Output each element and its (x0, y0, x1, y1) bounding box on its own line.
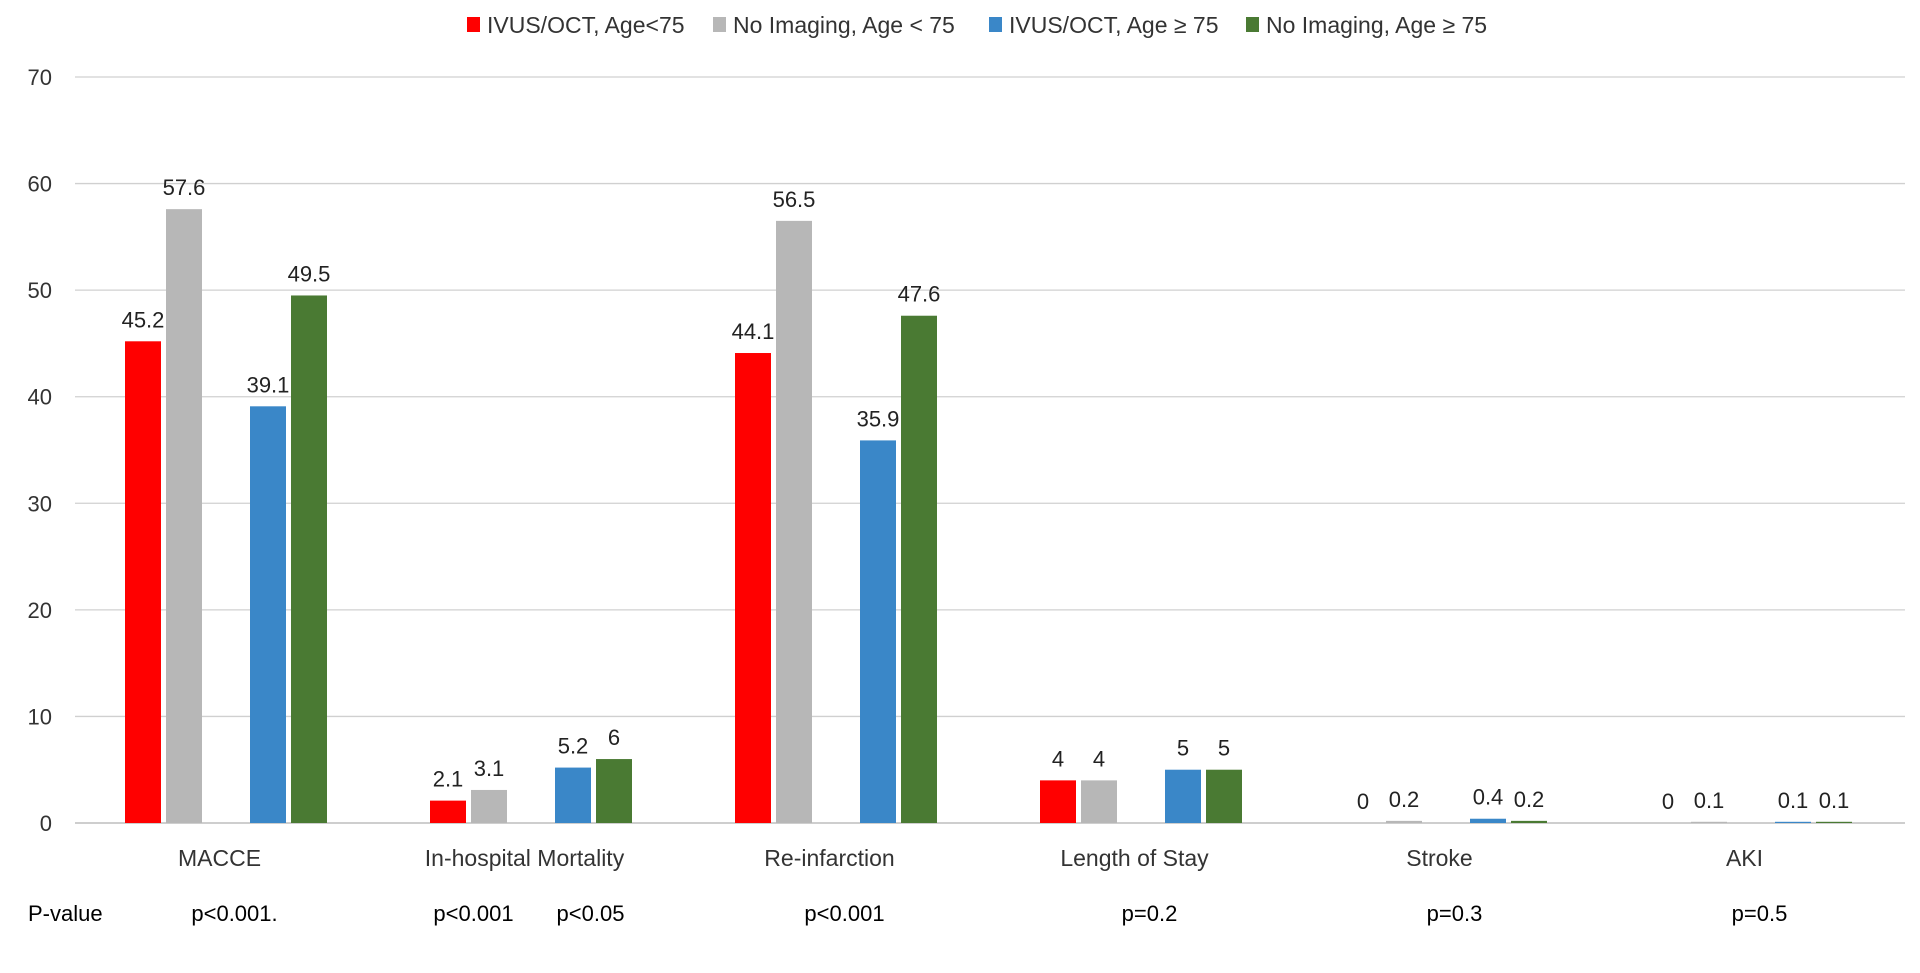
bar-length-of-stay-s3 (1165, 769, 1201, 823)
bar-in-hospital-mortality-s2 (471, 789, 507, 823)
data-label: 6 (608, 725, 620, 750)
data-label: 49.5 (288, 261, 331, 286)
gridlines (75, 76, 1905, 824)
bar-re-infarction-s3 (860, 440, 896, 823)
bar-macce-s4 (291, 295, 327, 823)
p-value-stroke: p=0.3 (1427, 901, 1483, 926)
y-tick-label: 0 (40, 811, 52, 836)
p-value-aki: p=0.5 (1732, 901, 1788, 926)
legend-label: No Imaging, Age ≥ 75 (1266, 12, 1487, 38)
x-category-label: Re-infarction (764, 845, 894, 871)
p-value-length-of-stay: p=0.2 (1122, 901, 1178, 926)
bar-re-infarction-s2 (776, 220, 812, 823)
bar-in-hospital-mortality-s4 (596, 759, 632, 823)
bar-aki-s3 (1775, 821, 1811, 823)
p-value-re-infarction: p<0.001 (804, 901, 884, 926)
bar-stroke-s4 (1511, 820, 1547, 823)
legend-label: IVUS/OCT, Age<75 (487, 12, 685, 38)
data-label: 4 (1093, 746, 1105, 771)
bar-macce-s1 (125, 341, 161, 823)
x-category-label: Length of Stay (1060, 845, 1209, 871)
bar-macce-s2 (166, 209, 202, 824)
data-label: 5.2 (558, 734, 589, 759)
data-label: 44.1 (732, 319, 775, 344)
data-label: 0.4 (1473, 785, 1504, 810)
data-label: 4 (1052, 746, 1064, 771)
data-label: 47.6 (898, 282, 941, 307)
legend-label: No Imaging, Age < 75 (733, 12, 955, 38)
y-tick-label: 10 (28, 704, 52, 729)
y-tick-label: 40 (28, 385, 52, 410)
x-category-label: In-hospital Mortality (425, 845, 625, 871)
bar-stroke-s2 (1386, 820, 1422, 823)
y-axis-ticks: 0 10 20 30 40 50 60 70 (28, 65, 52, 836)
bar-in-hospital-mortality-s1 (430, 800, 466, 823)
x-category-label: MACCE (178, 845, 261, 871)
x-axis-categories: MACCE In-hospital Mortality Re-infarction L… (178, 845, 1763, 871)
data-label: 56.5 (773, 187, 816, 212)
legend-swatch (1246, 17, 1259, 32)
data-label: 5 (1177, 736, 1189, 761)
bar-length-of-stay-s4 (1206, 769, 1242, 823)
legend-swatch (713, 17, 726, 32)
bar-aki-s4 (1816, 821, 1852, 823)
legend: IVUS/OCT, Age<75 No Imaging, Age < 75 IVUS… (467, 12, 1487, 38)
data-labels: 45.2 57.6 39.1 49.5 2.1 3.1 5.2 6 44.1 56.5 35.9 47… (122, 175, 1850, 814)
bar-re-infarction-s4 (901, 315, 937, 823)
bar-macce-s3 (250, 406, 286, 823)
bar-re-infarction-s1 (735, 353, 771, 823)
y-tick-label: 20 (28, 598, 52, 623)
legend-label: IVUS/OCT, Age ≥ 75 (1009, 12, 1219, 38)
p-value-macce: p<0.001. (191, 901, 277, 926)
data-label: 39.1 (247, 372, 290, 397)
data-label: 2.1 (433, 767, 464, 792)
bar-length-of-stay-s1 (1040, 780, 1076, 823)
bar-stroke-s3 (1470, 818, 1506, 823)
bar-length-of-stay-s2 (1081, 780, 1117, 823)
y-tick-label: 50 (28, 278, 52, 303)
data-label: 0 (1662, 789, 1674, 814)
legend-swatch (989, 17, 1002, 32)
data-label: 45.2 (122, 307, 165, 332)
legend-swatch (467, 17, 480, 32)
bar-aki-s2 (1691, 821, 1727, 823)
y-tick-label: 70 (28, 65, 52, 90)
y-tick-label: 60 (28, 172, 52, 197)
data-label: 0.1 (1819, 788, 1850, 813)
data-label: 0.2 (1389, 787, 1420, 812)
data-label: 3.1 (474, 756, 505, 781)
data-label: 0.2 (1514, 787, 1545, 812)
y-tick-label: 30 (28, 491, 52, 516)
data-label: 0.1 (1694, 788, 1725, 813)
data-label: 5 (1218, 736, 1230, 761)
x-category-label: Stroke (1406, 845, 1472, 871)
p-value-in-hospital-mortality: p<0.001 (433, 901, 513, 926)
bars (125, 209, 1852, 824)
p-value-row: P-value p<0.001. p<0.001 p<0.05 p<0.001 p=0.2… (28, 901, 1787, 926)
data-label: 35.9 (857, 406, 900, 431)
p-value-in-hospital-mortality: p<0.05 (557, 901, 625, 926)
data-label: 0 (1357, 789, 1369, 814)
p-value-row-label: P-value (28, 901, 103, 926)
bar-in-hospital-mortality-s3 (555, 767, 591, 823)
x-category-label: AKI (1726, 845, 1763, 871)
data-label: 0.1 (1778, 788, 1809, 813)
data-label: 57.6 (163, 175, 206, 200)
